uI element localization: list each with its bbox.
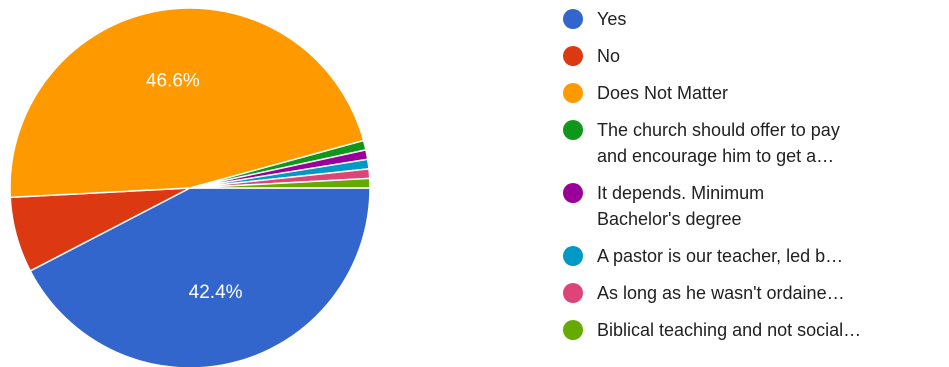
legend-swatch-icon <box>563 46 583 66</box>
legend-swatch-icon <box>563 183 583 203</box>
legend-label: The church should offer to pay and encou… <box>597 120 840 166</box>
legend-label: No <box>597 46 621 66</box>
legend-item-4[interactable]: It depends. Minimum Bachelor's degree <box>563 180 947 232</box>
legend-item-2[interactable]: Does Not Matter <box>563 80 947 106</box>
legend-swatch-icon <box>563 283 583 303</box>
legend-item-6[interactable]: As long as he wasn't ordaine… <box>563 280 947 306</box>
legend-swatch-icon <box>563 246 583 266</box>
legend-item-0[interactable]: Yes <box>563 6 947 32</box>
pie-slice-0[interactable] <box>29 187 371 367</box>
legend-label: It depends. Minimum Bachelor's degree <box>597 183 765 229</box>
legend-item-3[interactable]: The church should offer to pay and encou… <box>563 117 947 169</box>
legend-label: Does Not Matter <box>597 83 729 103</box>
legend-label: Yes <box>597 9 627 29</box>
legend-item-7[interactable]: Biblical teaching and not social… <box>563 317 947 343</box>
pie-slice-7[interactable] <box>189 177 371 189</box>
pie-slice-2[interactable] <box>9 7 365 199</box>
legend-swatch-icon <box>563 120 583 140</box>
legend-swatch-icon <box>563 320 583 340</box>
legend-swatch-icon <box>563 83 583 103</box>
slice-label-0: 42.4% <box>189 282 243 303</box>
legend-item-1[interactable]: No <box>563 43 947 69</box>
chart-legend: Yes No Does Not Matter The church should of… <box>563 6 947 354</box>
legend-label: Biblical teaching and not social… <box>597 320 862 340</box>
legend-label: As long as he wasn't ordaine… <box>597 283 845 303</box>
pie-plot-area: 42.4% 46.6% <box>9 7 371 367</box>
legend-item-5[interactable]: A pastor is our teacher, led b… <box>563 243 947 269</box>
legend-swatch-icon <box>563 9 583 29</box>
legend-label: A pastor is our teacher, led b… <box>597 246 844 266</box>
slice-label-2: 46.6% <box>146 70 200 91</box>
